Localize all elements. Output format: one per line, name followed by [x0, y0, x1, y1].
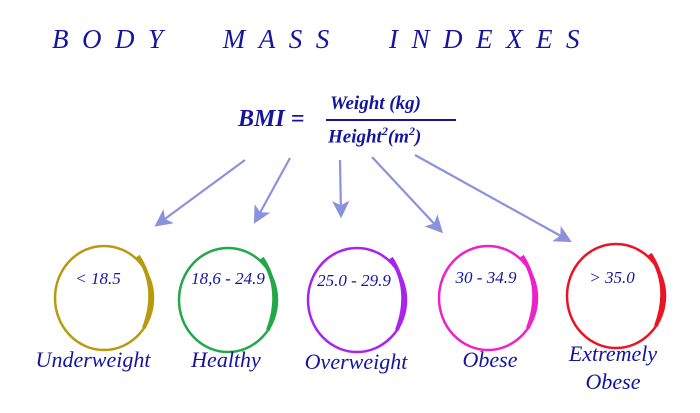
- circle-obese: [437, 244, 539, 352]
- denominator-unit-exponent: 2: [408, 124, 415, 138]
- range-overweight: 25.0 - 29.9: [317, 271, 391, 290]
- denominator-height: Height: [328, 126, 382, 148]
- label-extremely-obese-line2: Obese: [585, 369, 641, 394]
- formula-numerator: Weight (kg): [330, 93, 421, 114]
- circle-stroke-accent-obese: [520, 254, 537, 329]
- label-underweight: Underweight: [35, 347, 151, 372]
- circle-stroke-accent-underweight: [136, 254, 153, 329]
- label-healthy: Healthy: [191, 347, 261, 372]
- arrow-to-healthy: [253, 157, 291, 224]
- range-underweight: < 18.5: [75, 269, 121, 288]
- arrow-to-underweight: [154, 159, 246, 227]
- range-extremely-obese: > 35.0: [589, 268, 635, 287]
- arrow-to-overweight: [331, 159, 350, 219]
- denominator-unit-open: (m: [387, 126, 409, 148]
- arrow-to-extremely-obese: [414, 154, 572, 243]
- formula-lhs: BMI =: [238, 106, 305, 132]
- circle-stroke-accent-overweight: [389, 256, 406, 331]
- circle-overweight: [306, 246, 408, 354]
- circle-healthy: [177, 246, 279, 354]
- label-extremely-obese: Extremely Obese: [569, 340, 657, 396]
- denominator-exponent: 2: [381, 124, 388, 138]
- formula-denominator: Height2(m2): [328, 124, 421, 148]
- diagram-title: BODY MASS INDEXES: [52, 24, 593, 54]
- fraction-line: [326, 119, 456, 121]
- denominator-unit-close: ): [414, 126, 422, 148]
- circle-stroke-accent-healthy: [260, 256, 277, 331]
- circle-extremely-obese: [565, 242, 667, 350]
- range-healthy: 18,6 - 24.9: [191, 269, 265, 288]
- label-overweight: Overweight: [304, 349, 408, 374]
- label-obese: Obese: [462, 347, 518, 372]
- circle-underweight: [53, 244, 155, 352]
- range-obese: 30 - 34.9: [455, 268, 517, 287]
- label-extremely-obese-line1: Extremely: [568, 341, 658, 366]
- circle-stroke-accent-extremely-obese: [648, 252, 665, 327]
- arrow-to-obese: [371, 156, 443, 234]
